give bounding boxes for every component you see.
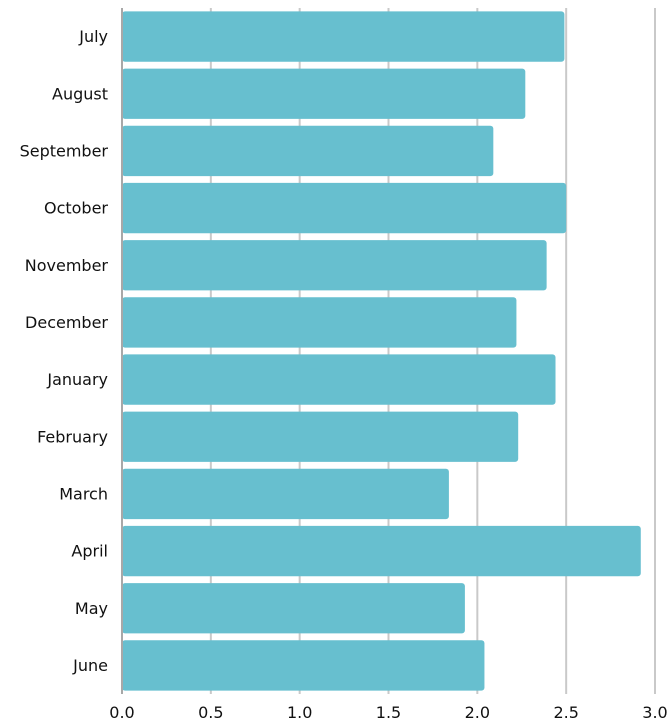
bar-january [122,354,556,405]
bar-may [122,583,465,634]
x-tick-label: 1.0 [287,703,312,722]
category-label: May [75,599,108,618]
category-label: December [25,313,108,332]
category-label: July [78,27,108,46]
category-label: November [25,256,109,275]
label-layer: July August September October November Decemb… [20,27,109,675]
tick-layer: 0.0 0.5 1.0 1.5 2.0 2.5 3.0 [109,703,667,722]
category-label: February [37,427,108,446]
x-tick-label: 2.0 [465,703,490,722]
bar-august [122,68,526,119]
bar-april [122,525,641,577]
bar-layer [122,11,641,691]
bar-november [122,240,547,291]
category-label: April [71,542,108,561]
bar-september [122,125,494,177]
bar-october [122,182,567,234]
category-label: August [52,84,108,103]
category-label: June [72,656,108,675]
x-tick-label: 0.0 [109,703,134,722]
bar-july [122,11,565,62]
x-tick-label: 1.5 [376,703,401,722]
category-label: January [46,370,108,389]
x-tick-label: 0.5 [198,703,223,722]
grid-layer [209,8,656,694]
category-label: September [20,141,109,160]
x-tick-label: 2.5 [553,703,578,722]
bar-june [122,640,485,691]
category-label: March [59,484,108,503]
bar-december [122,297,517,348]
bar-march [122,468,449,520]
x-tick-label: 3.0 [642,703,667,722]
category-label: October [44,199,108,218]
bar-february [122,411,519,462]
